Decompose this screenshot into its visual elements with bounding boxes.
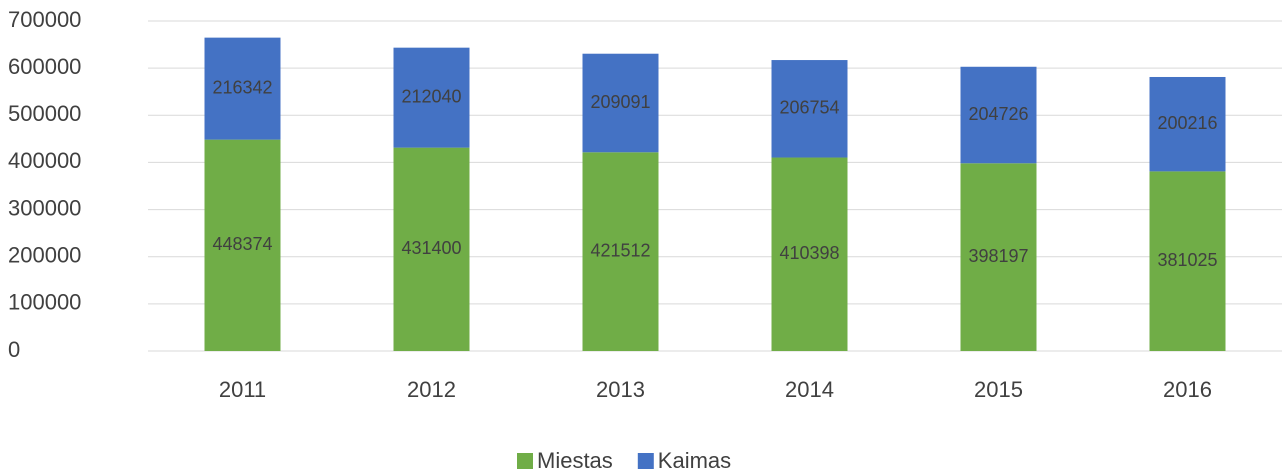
x-tick-label: 2011 xyxy=(219,377,266,402)
data-label: 431400 xyxy=(401,238,461,258)
y-tick-label: 0 xyxy=(8,337,20,362)
data-label: 398197 xyxy=(968,246,1028,266)
bar-segment xyxy=(1149,76,1226,172)
data-label: 212040 xyxy=(401,86,461,106)
data-label: 216342 xyxy=(212,77,272,97)
y-tick-label: 300000 xyxy=(8,195,81,220)
bar-segment xyxy=(960,163,1037,351)
data-label: 381025 xyxy=(1157,250,1217,270)
y-tick-label: 200000 xyxy=(8,243,81,268)
bar-segment xyxy=(1149,171,1226,351)
data-label: 448374 xyxy=(212,234,272,254)
y-tick-label: 600000 xyxy=(8,54,81,79)
y-tick-label: 400000 xyxy=(8,148,81,173)
x-tick-label: 2016 xyxy=(1163,377,1212,402)
bar-segment xyxy=(582,152,659,351)
bar-segment xyxy=(204,37,281,140)
y-tick-label: 500000 xyxy=(8,101,81,126)
legend-label: Miestas xyxy=(537,448,613,473)
legend-label: Kaimas xyxy=(658,448,731,473)
data-label: 206754 xyxy=(779,98,839,118)
data-label: 209091 xyxy=(590,92,650,112)
bar-segment xyxy=(393,47,470,148)
x-tick-label: 2013 xyxy=(596,377,645,402)
data-label: 200216 xyxy=(1157,113,1217,133)
legend-swatch xyxy=(517,453,533,469)
bar-segment xyxy=(960,66,1037,164)
data-label: 421512 xyxy=(590,240,650,260)
data-label: 204726 xyxy=(968,104,1028,124)
bar-segment xyxy=(771,157,848,351)
y-tick-label: 100000 xyxy=(8,290,81,315)
data-label: 410398 xyxy=(779,243,839,263)
bar-segment xyxy=(393,147,470,351)
x-tick-label: 2015 xyxy=(974,377,1023,402)
y-tick-label: 700000 xyxy=(8,7,81,32)
x-tick-label: 2012 xyxy=(407,377,456,402)
bar-segment xyxy=(204,139,281,351)
bar-segment xyxy=(582,53,659,153)
legend-swatch xyxy=(637,453,654,469)
x-tick-label: 2014 xyxy=(785,377,834,402)
bar-segment xyxy=(771,60,848,158)
